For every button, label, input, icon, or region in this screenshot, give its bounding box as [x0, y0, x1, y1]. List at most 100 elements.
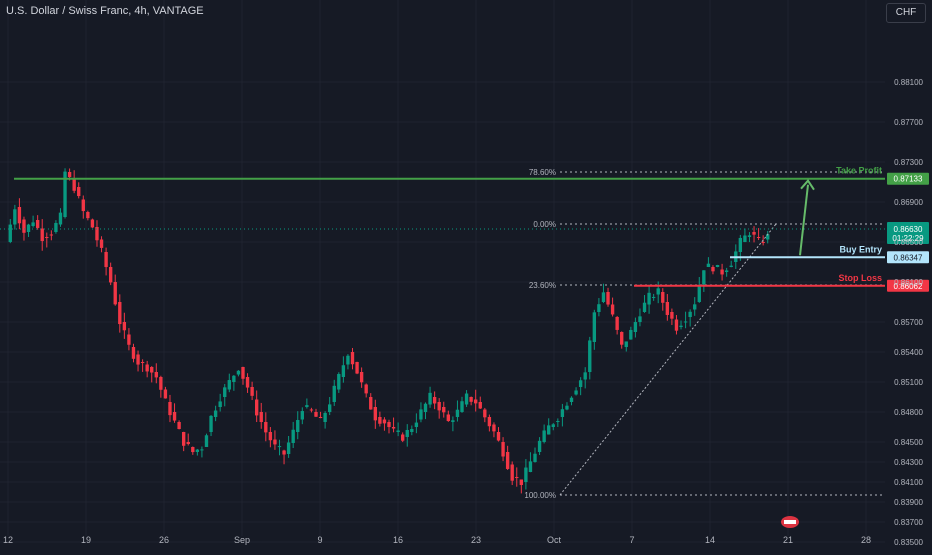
candle-body	[569, 397, 574, 402]
x-tick-label: 26	[159, 535, 169, 545]
candle-body	[122, 322, 127, 331]
candle-body	[145, 364, 149, 372]
candle-body	[624, 341, 628, 347]
candle-body	[747, 235, 752, 237]
candle-body	[382, 419, 387, 424]
candle-body	[738, 237, 743, 252]
candle-body	[592, 312, 597, 342]
candle-body	[410, 429, 414, 432]
candle-body	[40, 228, 44, 242]
candle-body	[615, 317, 619, 330]
candle-body	[296, 420, 300, 432]
candle-body	[478, 402, 482, 409]
candle-body	[291, 429, 295, 443]
candle-body	[661, 292, 665, 303]
fib-level-label: 0.00%	[533, 220, 556, 229]
candle-body	[378, 417, 382, 424]
candle-body	[428, 392, 432, 405]
candle-body	[647, 292, 651, 305]
candle-body	[13, 209, 17, 225]
candle-body	[364, 384, 368, 394]
candle-body	[606, 292, 610, 305]
candle-body	[460, 401, 464, 412]
candle-body	[474, 399, 478, 404]
level-label: Stop Loss	[838, 273, 882, 283]
x-tick-label: Sep	[234, 535, 250, 545]
candle-body	[168, 402, 172, 416]
candle-body	[642, 302, 647, 312]
candle-body	[756, 237, 761, 238]
candle-body	[286, 442, 291, 454]
y-tick-label: 0.84500	[894, 438, 923, 447]
candle-body	[245, 377, 250, 388]
candle-body	[724, 270, 729, 272]
candle-body	[63, 171, 67, 217]
candle-body	[601, 292, 606, 302]
candle-body	[49, 234, 54, 236]
y-tick-label: 0.84300	[894, 458, 923, 467]
candle-body	[674, 319, 679, 331]
candle-body	[656, 288, 660, 295]
level-label: Buy Entry	[839, 244, 882, 254]
candle-body	[232, 375, 236, 382]
candle-body	[432, 397, 437, 404]
candle-body	[346, 355, 350, 365]
level-price-label: 0.86062	[894, 282, 923, 291]
y-tick-label: 0.84100	[894, 478, 923, 487]
candle-body	[396, 430, 400, 432]
candle-body	[250, 387, 254, 396]
candle-body	[72, 179, 76, 191]
candle-body	[496, 432, 501, 441]
candle-body	[743, 235, 747, 242]
y-tick-label: 0.83900	[894, 498, 923, 507]
candle-body	[17, 207, 22, 224]
candle-body	[223, 387, 227, 397]
candle-body	[515, 477, 519, 478]
candle-body	[524, 467, 528, 482]
candle-body	[305, 405, 309, 407]
candle-body	[99, 239, 104, 248]
candle-body	[273, 439, 277, 445]
candle-body	[610, 304, 615, 315]
candle-body	[350, 352, 355, 365]
last-price-tag	[887, 222, 929, 244]
candle-body	[442, 407, 446, 413]
candle-body	[209, 415, 213, 432]
candle-body	[446, 414, 450, 422]
candle-body	[583, 372, 587, 380]
candle-body	[766, 234, 770, 240]
countdown-label: 01:22:29	[892, 234, 924, 243]
candle-body	[77, 187, 81, 197]
y-tick-label: 0.88100	[894, 78, 923, 87]
candle-body	[318, 417, 323, 418]
candle-body	[679, 325, 683, 327]
y-tick-label: 0.87700	[894, 118, 923, 127]
candle-body	[300, 411, 304, 420]
candle-body	[560, 409, 565, 417]
level-price-label: 0.87133	[894, 175, 923, 184]
candle-body	[542, 430, 546, 442]
candle-body	[213, 410, 218, 417]
candle-body	[651, 296, 656, 298]
candle-body	[401, 434, 405, 441]
currency-button[interactable]: CHF	[886, 3, 926, 23]
candle-body	[26, 224, 31, 232]
fib-level-label: 78.60%	[529, 168, 556, 177]
candle-body	[186, 442, 190, 445]
candle-body	[469, 397, 473, 402]
candle-body	[118, 302, 122, 325]
candle-body	[355, 362, 359, 374]
candle-body	[702, 270, 706, 285]
candle-body	[282, 450, 286, 455]
candle-body	[31, 222, 35, 226]
candle-body	[140, 362, 145, 363]
candle-body	[419, 409, 423, 420]
candle-body	[314, 412, 318, 417]
candle-body	[501, 442, 505, 457]
candle-body	[95, 227, 99, 241]
candle-body	[35, 220, 40, 228]
candle-body	[113, 282, 117, 305]
candle-body	[22, 219, 26, 233]
